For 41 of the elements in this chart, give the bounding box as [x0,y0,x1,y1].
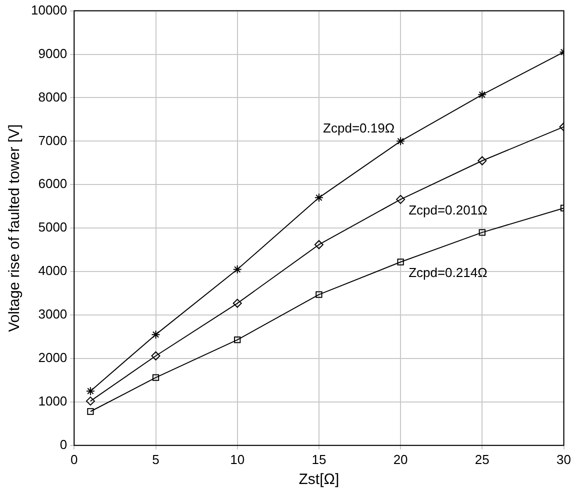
point [478,229,486,236]
x-tick-label: 20 [393,452,408,467]
point [86,386,95,396]
point [478,156,487,166]
x-axis-title: Zst[Ω] [298,471,340,488]
point [314,240,324,250]
x-tick-label: 15 [312,452,326,467]
x-tick-label: 30 [556,452,572,467]
x-tick-label: 25 [474,452,490,467]
point [316,291,322,298]
point [397,258,404,266]
point [478,90,487,100]
point [396,136,406,146]
y-tick-label: 0 [60,436,68,452]
x-tick-label: 5 [152,452,160,467]
x-tick-label: 0 [70,452,78,467]
series-label: Zcpd=0.214Ω [408,265,488,280]
series-label: Zcpd=0.19Ω [323,120,395,136]
y-tick-label: 2000 [38,350,68,366]
y-tick-label: 5000 [38,220,68,235]
y-axis-title: Voltage rise of faulted tower [V] [6,124,24,332]
point [396,194,406,204]
point [151,351,160,360]
point [314,193,324,202]
y-tick-label: 9000 [38,46,68,61]
point [86,396,95,406]
point [152,374,160,381]
y-tick-label: 1000 [38,394,68,409]
y-tick-label: 7000 [38,132,68,148]
point [232,298,242,308]
point [232,264,242,274]
x-tick-label: 10 [230,452,245,467]
point [234,336,241,344]
y-tick-label: 6000 [38,176,68,192]
series-label: Zcpd=0.201Ω [408,202,488,218]
y-tick-label: 10000 [30,2,68,18]
point [87,408,94,415]
y-tick-label: 3000 [38,306,68,322]
y-tick-label: 4000 [38,263,68,278]
point [151,330,160,340]
y-tick-label: 8000 [38,89,68,104]
